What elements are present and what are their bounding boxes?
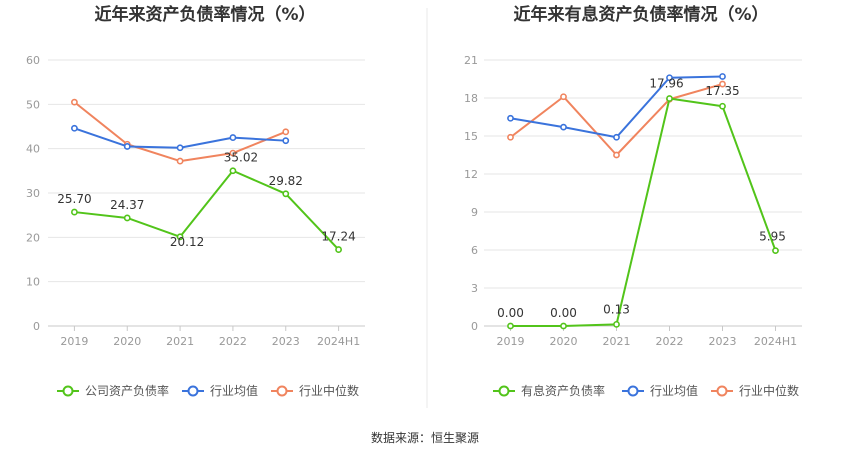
data-label: 0.13 (603, 302, 630, 316)
y-tick-label: 40 (26, 143, 40, 156)
x-tick-label: 2022 (219, 335, 247, 348)
legend-label[interactable]: 有息资产负债率 (521, 383, 605, 398)
data-label: 5.95 (759, 230, 786, 244)
y-tick-label: 10 (26, 276, 40, 289)
data-point (507, 133, 514, 141)
legend-label[interactable]: 公司资产负债率 (85, 383, 169, 398)
y-tick-label: 0 (471, 320, 478, 333)
y-tick-label: 18 (464, 92, 478, 105)
data-point (772, 247, 779, 255)
y-tick-label: 9 (471, 206, 478, 219)
series-line (74, 169, 340, 251)
x-tick-label: 2019 (497, 335, 525, 348)
data-label: 17.35 (705, 84, 739, 98)
data-label: 0.00 (497, 306, 524, 320)
data-label: 17.96 (649, 77, 683, 91)
legend-marker (276, 385, 288, 397)
data-point (666, 95, 673, 102)
y-tick-label: 20 (26, 231, 40, 244)
data-label: 25.70 (57, 192, 91, 206)
legend-marker (62, 385, 74, 397)
data-point (282, 190, 290, 198)
chart-title-left: 近年来资产负债率情况（%） (94, 4, 315, 25)
data-point (719, 102, 726, 110)
data-point (176, 233, 184, 241)
data-point (719, 73, 726, 80)
data-point (507, 322, 514, 330)
legend-label[interactable]: 行业中位数 (299, 383, 359, 398)
series-line (510, 75, 723, 139)
legend-label[interactable]: 行业均值 (210, 383, 258, 398)
data-point (123, 214, 131, 222)
chart-panel-left: 近年来资产负债率情况（%） 0 10 20 30 40 50 60 2019 2020 2021 2… (26, 4, 365, 398)
data-point (229, 167, 237, 175)
data-label: 17.24 (321, 230, 355, 244)
y-tick-label: 21 (464, 54, 478, 67)
data-point (666, 74, 673, 82)
data-point (229, 149, 237, 157)
data-point (507, 114, 514, 122)
y-tick-label: 60 (26, 54, 40, 67)
y-tick-label: 30 (26, 187, 40, 200)
chart-panel-right: 近年来有息资产负债率情况（%） 0 3 6 9 12 15 18 21 2019 2020 2021… (464, 4, 802, 398)
y-tick-label: 6 (471, 244, 478, 257)
series-line (510, 97, 777, 327)
x-tick-label: 2019 (60, 335, 88, 348)
data-point (229, 134, 237, 141)
data-label: 29.82 (269, 174, 303, 188)
y-tick-label: 3 (471, 282, 478, 295)
data-point (71, 208, 78, 216)
x-tick-label: 2024H1 (754, 335, 797, 348)
legend-marker (627, 385, 639, 397)
x-tick-label: 2024H1 (317, 335, 360, 348)
data-point (335, 246, 342, 253)
legend-label[interactable]: 行业均值 (650, 383, 698, 398)
x-tick-label: 2022 (656, 335, 684, 348)
data-point (613, 133, 620, 141)
data-point (613, 320, 620, 328)
x-tick-label: 2021 (166, 335, 194, 348)
y-tick-label: 50 (26, 98, 40, 111)
legend-label[interactable]: 行业中位数 (739, 383, 799, 398)
y-tick-label: 0 (33, 320, 40, 333)
data-point (71, 124, 78, 132)
x-tick-label: 2023 (709, 335, 737, 348)
series-line (509, 83, 723, 156)
data-point (123, 143, 131, 150)
y-tick-label: 12 (464, 168, 478, 181)
x-tick-label: 2021 (603, 335, 631, 348)
data-point (176, 144, 184, 152)
source-note: 数据来源：恒生聚源 (371, 430, 479, 445)
legend-marker (716, 385, 728, 397)
data-point (560, 123, 567, 131)
data-label: 35.02 (224, 151, 258, 165)
data-point (719, 80, 726, 88)
data-label: 0.00 (550, 306, 577, 320)
chart-title-right: 近年来有息资产负债率情况（%） (513, 4, 768, 25)
data-point (282, 137, 290, 145)
data-point (71, 98, 78, 106)
x-tick-label: 2020 (113, 335, 141, 348)
data-label: 24.37 (110, 198, 144, 212)
data-point (282, 128, 290, 136)
data-point (560, 322, 567, 330)
data-point (613, 151, 620, 159)
y-tick-label: 15 (464, 130, 478, 143)
x-tick-label: 2020 (550, 335, 578, 348)
data-label: 20.12 (170, 235, 204, 249)
legend-marker (187, 385, 199, 397)
data-point (560, 93, 567, 101)
x-tick-label: 2023 (272, 335, 300, 348)
data-point (176, 157, 184, 165)
legend-marker (498, 385, 510, 397)
